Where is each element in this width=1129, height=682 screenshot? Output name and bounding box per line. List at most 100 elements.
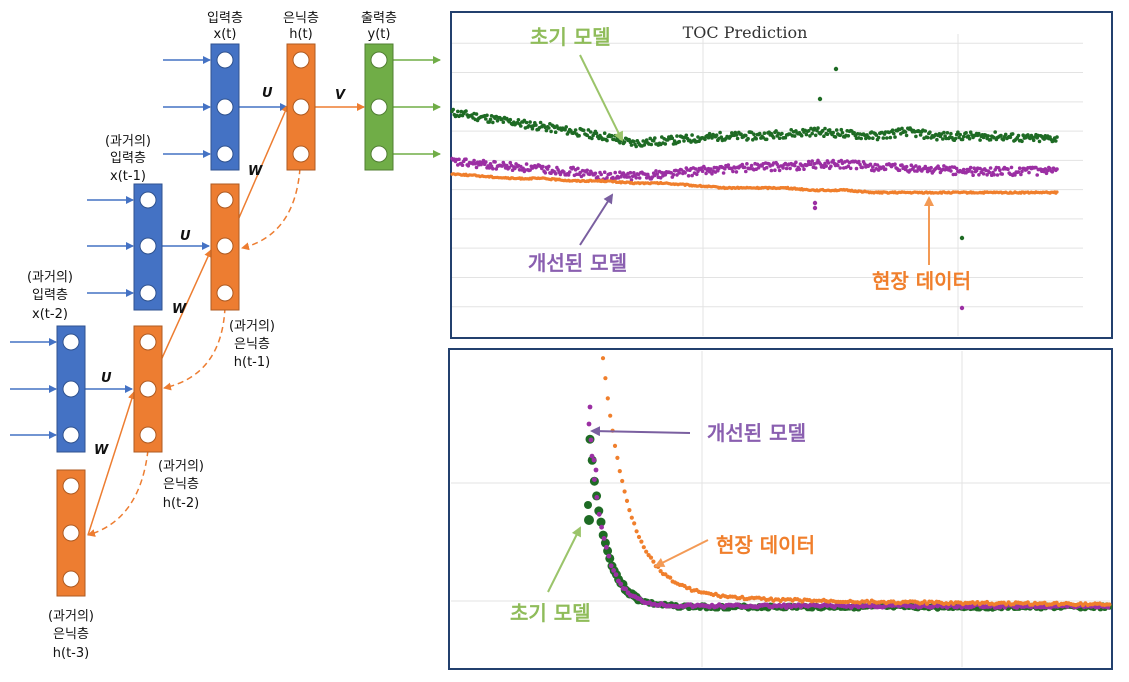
past-prefix: (과거의) xyxy=(27,270,73,285)
top-annotation-improved: 개선된 모델 xyxy=(528,251,627,275)
data-point xyxy=(644,138,649,142)
data-point xyxy=(1016,133,1021,138)
data-point xyxy=(700,169,705,173)
data-point xyxy=(704,171,708,176)
data-point xyxy=(545,167,550,171)
data-point xyxy=(508,117,513,122)
data-point xyxy=(888,135,893,140)
data-point xyxy=(834,128,839,132)
data-point xyxy=(636,534,642,540)
data-point xyxy=(632,139,636,144)
data-point xyxy=(562,170,566,174)
weight-u-label: U xyxy=(101,371,112,386)
data-point xyxy=(588,437,594,443)
data-point xyxy=(1035,173,1039,177)
data-point xyxy=(970,170,974,174)
data-point xyxy=(1008,135,1013,140)
data-point xyxy=(615,455,620,460)
data-point xyxy=(1001,137,1006,142)
data-point xyxy=(451,107,456,112)
data-point xyxy=(563,127,567,132)
data-point xyxy=(881,136,886,140)
data-point xyxy=(637,176,642,180)
weight-w-label: W xyxy=(94,443,109,458)
data-point xyxy=(484,160,488,164)
data-point xyxy=(634,176,638,180)
data-point xyxy=(460,163,465,167)
data-point xyxy=(683,171,687,175)
data-point xyxy=(734,170,739,174)
data-point xyxy=(564,125,568,129)
data-point xyxy=(885,136,889,140)
data-point xyxy=(553,130,558,134)
data-point xyxy=(840,131,845,135)
past-input-label: 입력층 xyxy=(32,288,68,303)
data-point xyxy=(987,170,992,175)
data-point xyxy=(618,581,624,587)
data-point xyxy=(838,133,842,138)
data-point xyxy=(571,165,575,170)
data-point xyxy=(775,162,779,167)
data-point xyxy=(603,376,608,381)
data-point xyxy=(491,120,495,125)
data-point xyxy=(825,132,830,136)
data-point xyxy=(867,136,872,140)
hidden-layer-t-2 xyxy=(133,325,163,453)
data-point xyxy=(719,135,724,139)
data-point xyxy=(809,162,813,166)
data-point xyxy=(1055,190,1059,194)
data-point xyxy=(831,158,835,163)
data-point xyxy=(605,138,609,143)
data-point xyxy=(608,563,614,569)
data-point xyxy=(456,109,460,114)
data-point xyxy=(605,396,610,401)
data-point xyxy=(752,132,756,136)
data-point xyxy=(848,166,853,171)
data-point xyxy=(586,421,592,427)
past-hidden-var: h(t-3) xyxy=(53,646,89,661)
data-point xyxy=(516,118,521,122)
data-point xyxy=(695,172,699,177)
data-point xyxy=(858,162,862,167)
data-point xyxy=(903,130,908,134)
data-point xyxy=(621,171,626,175)
top-chart-marks xyxy=(450,66,1059,311)
data-point xyxy=(600,356,606,361)
past-input-label: 입력층 xyxy=(110,151,146,166)
data-point xyxy=(663,173,668,177)
data-point xyxy=(744,169,748,174)
data-point xyxy=(956,130,960,134)
outlier-point xyxy=(959,235,965,241)
data-point xyxy=(966,134,971,138)
data-point xyxy=(985,173,989,177)
data-point xyxy=(651,139,656,143)
data-point xyxy=(918,133,923,137)
data-point xyxy=(592,477,597,482)
data-point xyxy=(1054,139,1058,143)
data-point xyxy=(971,173,975,177)
data-point xyxy=(628,170,633,175)
annotation-arrow xyxy=(590,426,691,437)
data-point xyxy=(1026,133,1030,137)
data-point xyxy=(544,128,549,133)
data-point xyxy=(1045,168,1050,173)
data-point xyxy=(602,131,607,135)
past-hidden-label: 은닉층 xyxy=(53,627,89,642)
data-point xyxy=(696,135,700,139)
data-point xyxy=(945,131,950,135)
data-point xyxy=(581,128,586,133)
data-point xyxy=(749,163,754,168)
data-point xyxy=(599,524,604,530)
data-point xyxy=(634,529,639,534)
data-point xyxy=(935,137,939,142)
data-point xyxy=(806,159,811,164)
data-point xyxy=(929,165,933,170)
data-point xyxy=(528,120,532,124)
data-point xyxy=(893,135,897,139)
data-point xyxy=(773,168,777,172)
input-layer-t-1 xyxy=(133,183,163,311)
data-point xyxy=(868,162,873,167)
data-point xyxy=(721,171,726,175)
data-point xyxy=(677,171,682,175)
hidden-layer-t xyxy=(286,43,316,171)
